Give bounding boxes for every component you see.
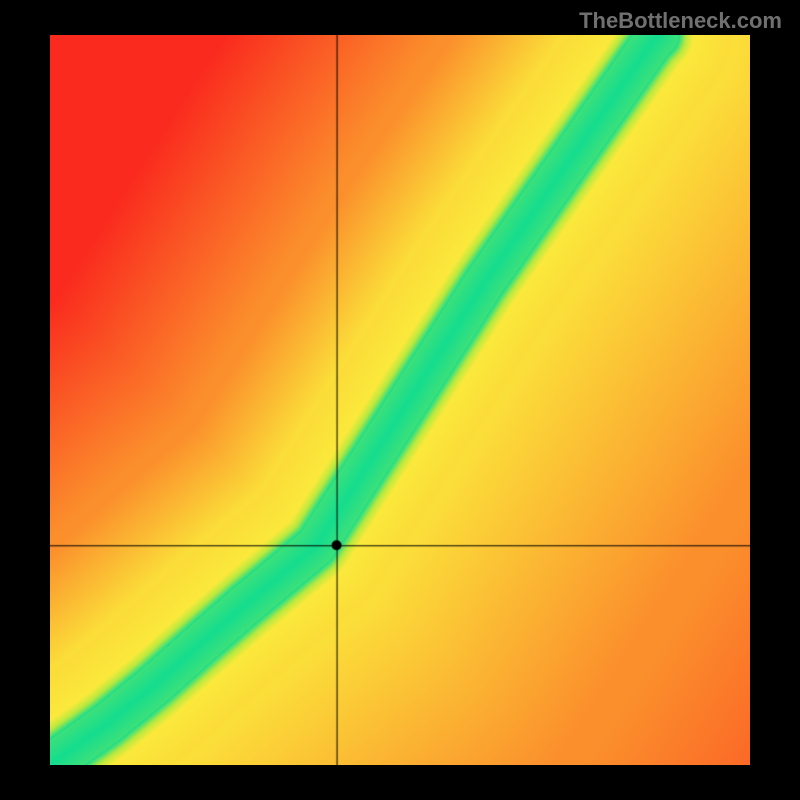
- bottleneck-heatmap: [50, 35, 750, 765]
- watermark-text: TheBottleneck.com: [579, 8, 782, 34]
